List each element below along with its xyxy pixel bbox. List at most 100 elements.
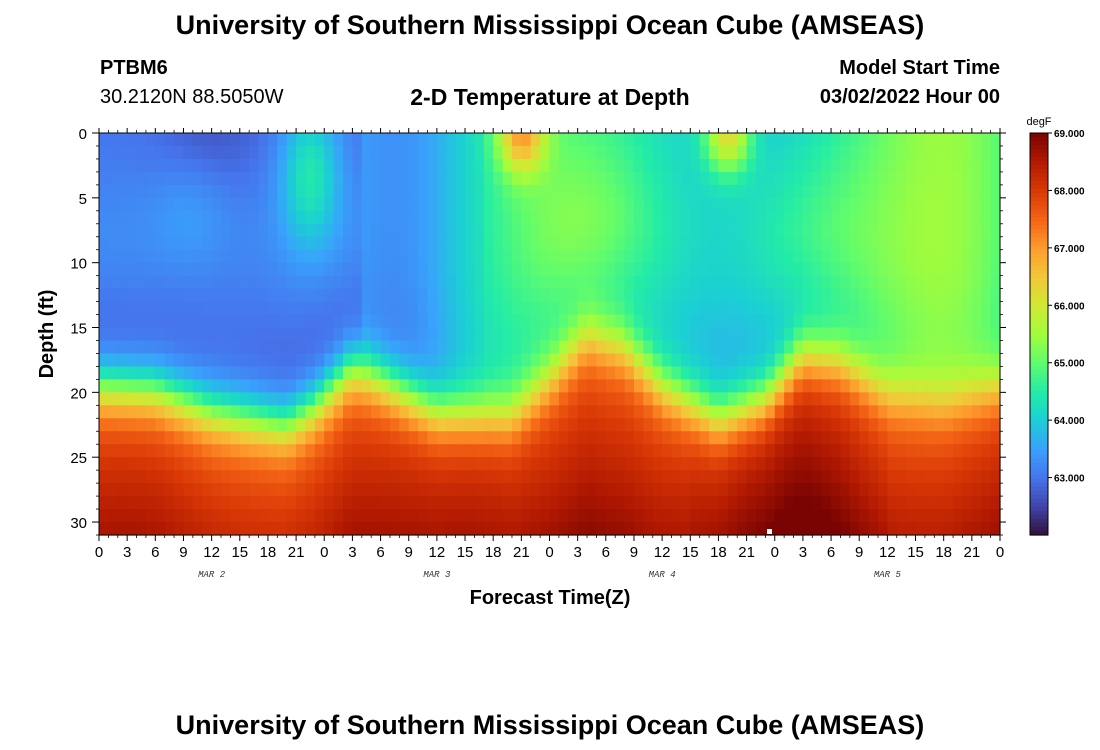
heatmap-cell <box>540 444 551 458</box>
heatmap-cell <box>784 431 795 445</box>
heatmap-cell <box>174 223 185 238</box>
heatmap-cell <box>267 483 278 497</box>
heatmap-cell <box>493 379 504 393</box>
heatmap-cell <box>887 379 898 393</box>
heatmap-cell <box>906 184 917 199</box>
heatmap-cell <box>765 444 776 458</box>
heatmap-cell <box>164 249 175 264</box>
heatmap-cell <box>990 418 1001 432</box>
heatmap-cell <box>549 262 560 277</box>
heatmap-cell <box>877 145 888 160</box>
heatmap-cell <box>192 158 203 173</box>
heatmap-cell <box>568 236 579 251</box>
heatmap-cell <box>427 133 438 147</box>
heatmap-cell <box>896 444 907 458</box>
heatmap-cell <box>953 288 964 303</box>
heatmap-cell <box>521 366 532 380</box>
heatmap-cell <box>108 262 119 277</box>
heatmap-cell <box>389 288 400 303</box>
heatmap-cell <box>737 509 748 523</box>
heatmap-cell <box>521 301 532 316</box>
heatmap-cell <box>953 392 964 406</box>
heatmap-cell <box>605 133 616 147</box>
colorbar-segment <box>1030 233 1048 239</box>
heatmap-cell <box>755 197 766 212</box>
heatmap-cell <box>145 366 156 380</box>
heatmap-cell <box>127 483 138 497</box>
heatmap-cell <box>981 431 992 445</box>
heatmap-cell <box>615 145 626 160</box>
heatmap-cell <box>887 483 898 497</box>
colorbar-segment <box>1030 346 1048 351</box>
heatmap-cell <box>352 431 363 445</box>
heatmap-cell <box>202 158 213 173</box>
heatmap-cell <box>108 171 119 186</box>
heatmap-cell <box>352 236 363 251</box>
heatmap-cell <box>333 444 344 458</box>
heatmap-cell <box>343 236 354 251</box>
heatmap-cell <box>221 314 231 329</box>
heatmap-cell <box>887 405 898 419</box>
heatmap-cell <box>924 483 935 497</box>
colorbar-segment <box>1030 414 1048 420</box>
heatmap-cell <box>652 379 663 393</box>
heatmap-cell <box>962 158 973 173</box>
heatmap-cell <box>633 366 644 380</box>
heatmap-cell <box>690 223 701 238</box>
heatmap-cell <box>380 197 391 212</box>
day-label: MAR 3 <box>423 570 451 580</box>
heatmap-cell <box>352 483 363 497</box>
heatmap-cell <box>483 262 494 277</box>
heatmap-cell <box>793 171 804 186</box>
heatmap-cell <box>352 301 363 316</box>
heatmap-cell <box>887 366 898 380</box>
heatmap-cell <box>258 405 269 419</box>
heatmap-cell <box>108 353 119 368</box>
heatmap-cell <box>258 522 269 536</box>
heatmap-cell <box>887 210 898 225</box>
heatmap-cell <box>202 288 213 303</box>
x-tick-label: 9 <box>405 544 413 561</box>
heatmap-cell <box>774 418 785 432</box>
heatmap-cell <box>361 145 372 160</box>
heatmap-cell <box>662 262 673 277</box>
heatmap-cell <box>971 431 982 445</box>
heatmap-cell <box>624 184 635 199</box>
heatmap-cell <box>380 210 391 225</box>
heatmap-cell <box>314 366 325 380</box>
heatmap-cell <box>108 457 119 471</box>
heatmap-cell <box>202 353 213 368</box>
heatmap-cell <box>849 197 860 212</box>
heatmap-cell <box>877 171 888 186</box>
heatmap-cell <box>164 158 175 173</box>
heatmap-cell <box>474 236 485 251</box>
heatmap-cell <box>981 133 992 147</box>
heatmap-cell <box>249 236 260 251</box>
heatmap-cell <box>389 405 400 419</box>
colorbar-segment <box>1030 474 1048 480</box>
heatmap-cell <box>859 392 870 406</box>
heatmap-cell <box>502 288 513 303</box>
heatmap-cell <box>718 133 729 147</box>
heatmap-cell <box>990 158 1001 173</box>
heatmap-cell <box>136 223 147 238</box>
heatmap-cell <box>333 210 344 225</box>
heatmap-cell <box>474 340 485 355</box>
heatmap-cell <box>483 496 494 510</box>
heatmap-cell <box>793 275 804 290</box>
heatmap-cell <box>324 353 335 368</box>
heatmap-cell <box>446 496 457 510</box>
heatmap-cell <box>718 249 729 264</box>
heatmap-cell <box>859 353 870 368</box>
heatmap-cell <box>727 223 738 238</box>
heatmap-cell <box>868 353 879 368</box>
heatmap-cell <box>859 171 870 186</box>
heatmap-cell <box>493 275 504 290</box>
heatmap-cell <box>192 379 203 393</box>
heatmap-cell <box>596 249 607 264</box>
heatmap-cell <box>296 158 307 173</box>
heatmap-cell <box>699 340 710 355</box>
heatmap-cell <box>521 197 532 212</box>
heatmap-cell <box>737 197 748 212</box>
heatmap-cell <box>371 470 382 484</box>
